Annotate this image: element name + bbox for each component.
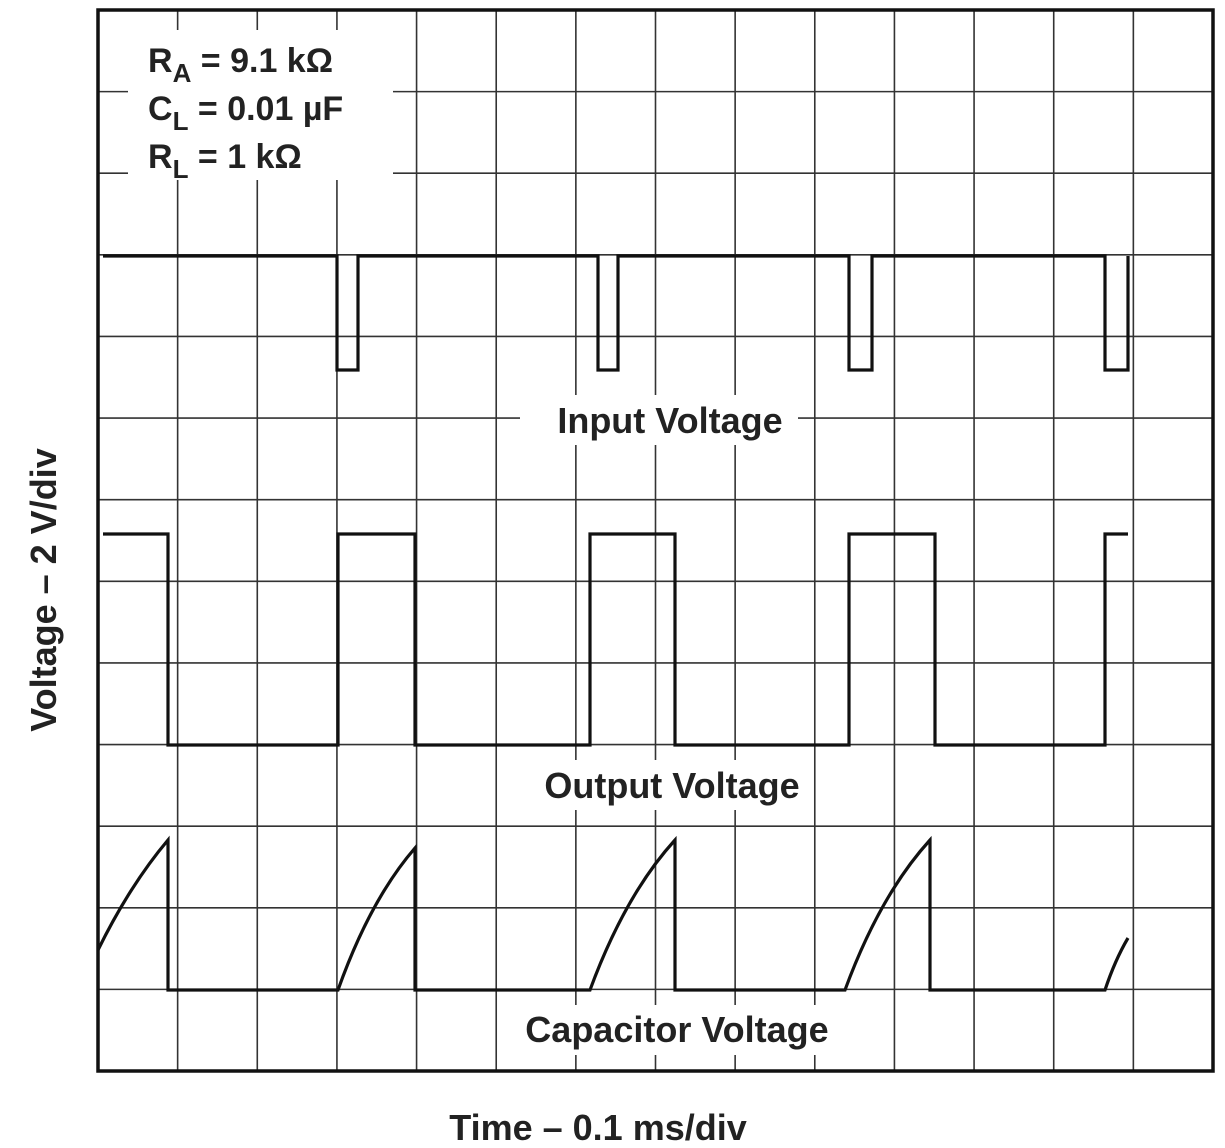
parameter-subscript: A xyxy=(173,58,192,88)
y-axis-label: Voltage – 2 V/div xyxy=(23,448,64,731)
parameter-symbol: R xyxy=(148,138,173,176)
parameter: RL = 1 kΩ xyxy=(148,138,302,184)
input-wave xyxy=(103,254,1130,372)
params-bg xyxy=(128,30,393,180)
trace-label: Capacitor Voltage xyxy=(525,1009,828,1050)
parameter-value: = 9.1 kΩ xyxy=(191,42,333,80)
x-axis-label: Time – 0.1 ms/div xyxy=(449,1107,747,1148)
label-bg xyxy=(500,1005,845,1055)
parameter-subscript: L xyxy=(173,154,189,184)
label-bg xyxy=(510,760,810,810)
output-wave xyxy=(103,532,1128,747)
parameter-symbol: C xyxy=(148,90,173,128)
frame xyxy=(96,8,1215,1073)
parameter-value: = 0.01 µF xyxy=(188,90,343,128)
parameter-value: = 1 kΩ xyxy=(188,138,301,176)
parameter-subscript: L xyxy=(173,106,189,136)
trace-label: Input Voltage xyxy=(557,400,782,441)
capacitor-wave xyxy=(96,835,1130,992)
label-bg xyxy=(520,395,798,445)
parameter-symbol: R xyxy=(148,42,173,80)
parameter: RA = 9.1 kΩ xyxy=(148,42,333,88)
trace-label: Output Voltage xyxy=(544,765,799,806)
parameter: CL = 0.01 µF xyxy=(148,90,343,136)
